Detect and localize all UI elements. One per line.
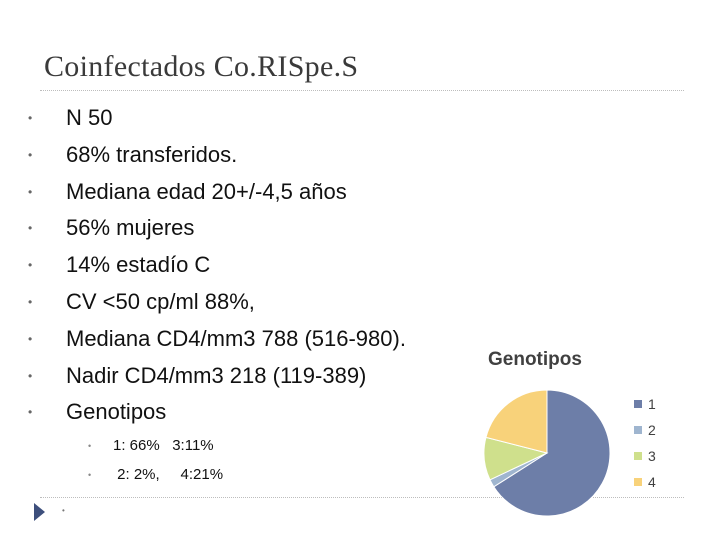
- bullet-list: • N 50 • 68% transferidos. • Mediana edad 2…: [28, 103, 406, 434]
- bullet-icon: •: [28, 111, 33, 125]
- legend-label-2: 2: [648, 422, 656, 438]
- sub-bullet-list: • 1: 66% 3:11% • 2: 2%, 4:21%: [88, 434, 223, 492]
- chart-legend: 1 2 3 4: [634, 396, 656, 490]
- legend-label-4: 4: [648, 474, 656, 490]
- empty-bullet-icon: •: [62, 506, 65, 515]
- bullet-text: Mediana edad 20+/-4,5 años: [66, 178, 347, 204]
- slide-title: Coinfectados Co.RISpe.S: [44, 50, 359, 83]
- footer-divider: [40, 497, 684, 498]
- bullet-text: Genotipos: [66, 399, 167, 425]
- bullet-icon: •: [28, 258, 33, 273]
- bullet-icon: •: [28, 368, 33, 383]
- bullet-icon: •: [28, 405, 33, 420]
- list-item: • 1: 66% 3:11%: [88, 434, 223, 463]
- bullet-text: CV <50 cp/ml 88%,: [66, 288, 255, 314]
- legend-swatch-4: [634, 478, 642, 486]
- list-item: • 56% mujeres: [28, 213, 406, 250]
- legend-label-3: 3: [648, 448, 656, 464]
- bullet-icon: •: [28, 147, 33, 162]
- bullet-icon: •: [28, 294, 33, 309]
- title-divider: [40, 90, 684, 91]
- bullet-icon: •: [28, 221, 33, 236]
- pie: [483, 389, 611, 517]
- bullet-text: Mediana CD4/mm3 788 (516-980).: [66, 325, 406, 351]
- list-item: • Genotipos: [28, 397, 406, 434]
- sub-bullet-text: 1: 66% 3:11%: [113, 437, 214, 454]
- bullet-text: 56% mujeres: [66, 215, 195, 241]
- pie-slice-4: [485, 389, 548, 454]
- slide-nav-arrow-icon[interactable]: [34, 503, 45, 521]
- bullet-icon: •: [28, 184, 33, 199]
- legend-swatch-1: [634, 400, 642, 408]
- list-item: • Nadir CD4/mm3 218 (119-389): [28, 361, 406, 398]
- legend-swatch-3: [634, 452, 642, 460]
- sub-bullet-text: 2: 2%, 4:21%: [113, 466, 224, 483]
- list-item: • N 50: [28, 103, 406, 140]
- bullet-icon: •: [28, 331, 33, 346]
- legend-label-1: 1: [648, 396, 656, 412]
- legend-swatch-2: [634, 426, 642, 434]
- list-item: • 68% transferidos.: [28, 140, 406, 177]
- bullet-text: N 50: [66, 105, 113, 130]
- sub-bullet-icon: •: [88, 441, 92, 451]
- chart-title: Genotipos: [488, 349, 582, 370]
- bullet-text: 68% transferidos.: [66, 141, 238, 167]
- list-item: • 2: 2%, 4:21%: [88, 463, 223, 492]
- pie-slice-1: [493, 389, 611, 517]
- list-item: • Mediana CD4/mm3 788 (516-980).: [28, 324, 406, 361]
- bullet-text: Nadir CD4/mm3 218 (119-389): [66, 362, 367, 388]
- sub-bullet-icon: •: [88, 470, 92, 480]
- list-item: • 14% estadío C: [28, 250, 406, 287]
- list-item: • Mediana edad 20+/-4,5 años: [28, 177, 406, 214]
- list-item: • CV <50 cp/ml 88%,: [28, 287, 406, 324]
- bullet-text: 14% estadío C: [66, 252, 211, 278]
- genotype-pie-chart: Genotipos 1 2 3 4: [483, 349, 656, 517]
